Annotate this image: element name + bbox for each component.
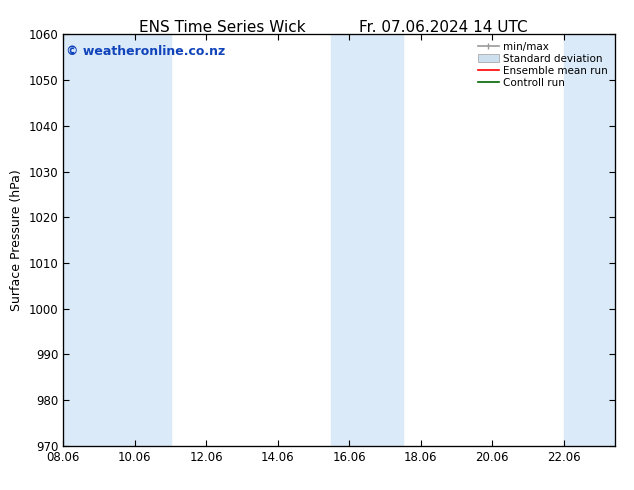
- Bar: [63, 34, 99, 446]
- Text: © weatheronline.co.nz: © weatheronline.co.nz: [66, 45, 226, 58]
- Text: ENS Time Series Wick: ENS Time Series Wick: [139, 20, 305, 35]
- Bar: [367, 34, 403, 446]
- Bar: [564, 34, 615, 446]
- Y-axis label: Surface Pressure (hPa): Surface Pressure (hPa): [10, 169, 23, 311]
- Legend: min/max, Standard deviation, Ensemble mean run, Controll run: min/max, Standard deviation, Ensemble me…: [476, 40, 610, 90]
- Text: Fr. 07.06.2024 14 UTC: Fr. 07.06.2024 14 UTC: [359, 20, 528, 35]
- Bar: [332, 34, 367, 446]
- Bar: [99, 34, 171, 446]
